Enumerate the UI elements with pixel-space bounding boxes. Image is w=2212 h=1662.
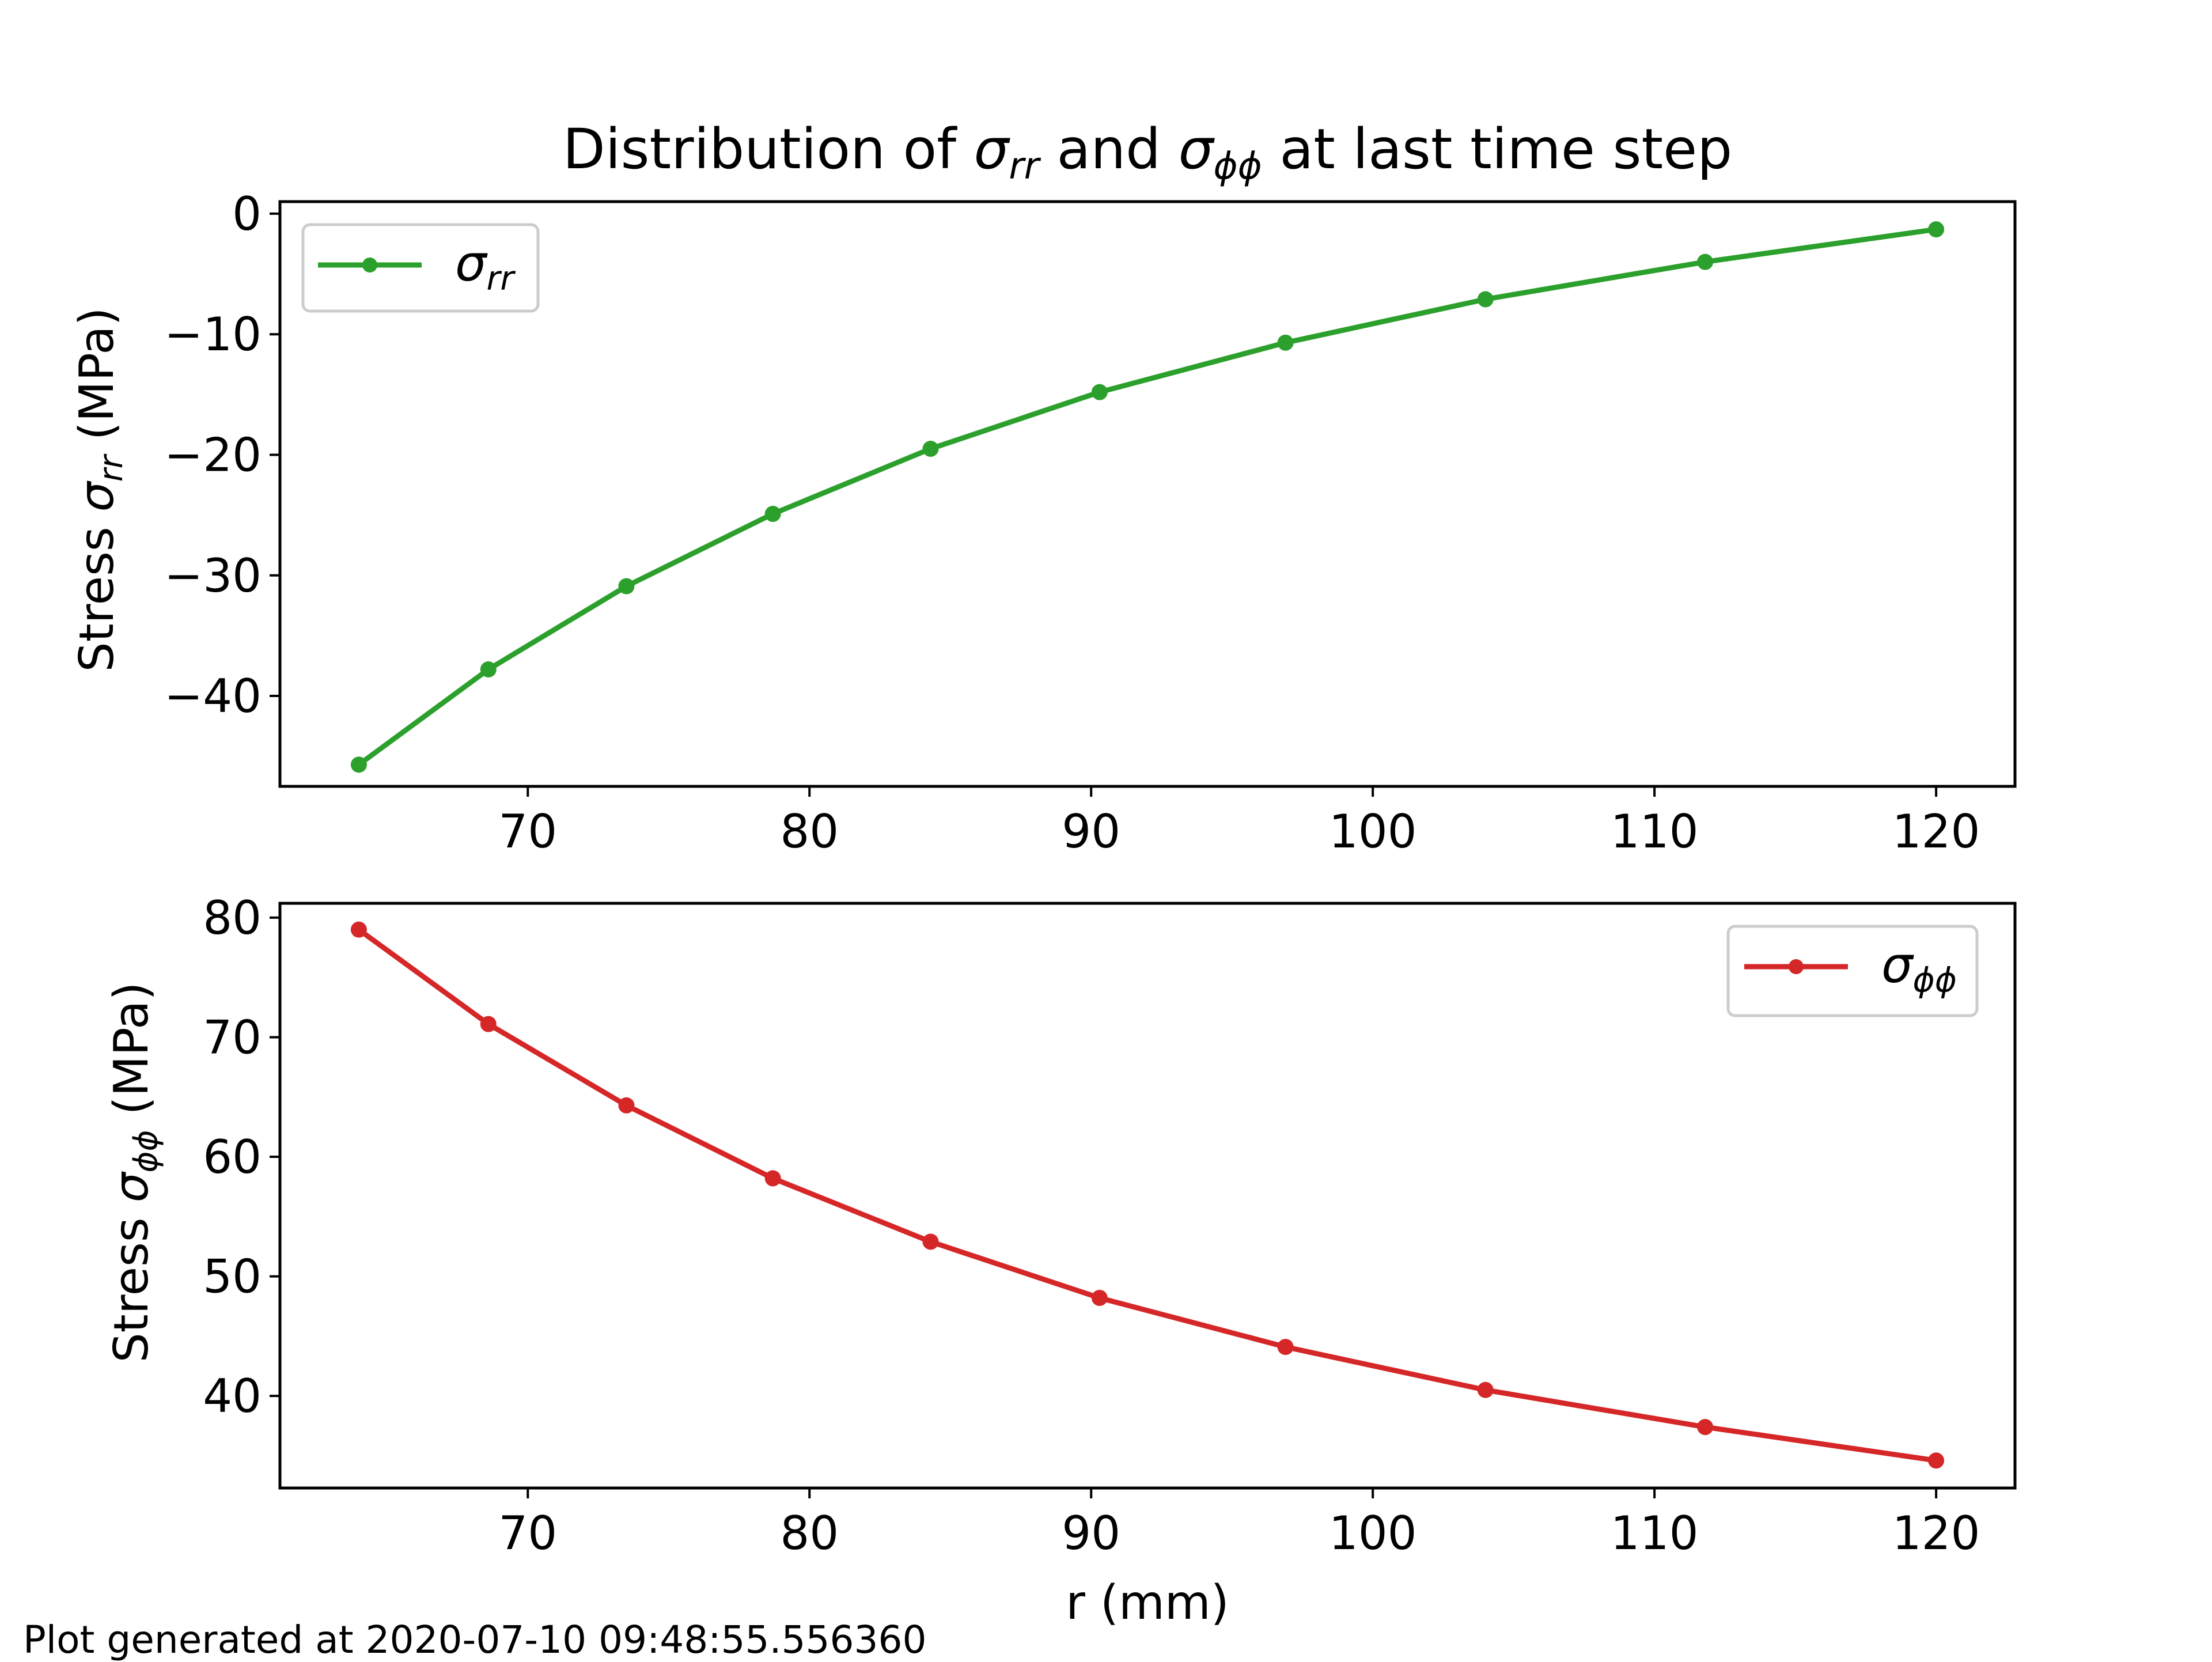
bottom-data-point — [350, 921, 367, 938]
top-y-tick-label: 0 — [232, 187, 262, 241]
bottom-subplot: 70 80 90 100 110 120 80 70 60 50 40 Stress σϕϕ (MP… — [104, 891, 2017, 1630]
bottom-data-point — [618, 1097, 635, 1114]
top-data-point — [1697, 253, 1714, 270]
bottom-axes-ticks: 70 80 90 100 110 120 80 70 60 50 40 — [203, 891, 1980, 1560]
top-axes-ticks: 70 80 90 100 110 120 0 −10 −20 −30 −40 — [164, 187, 1980, 858]
bottom-x-tick-label: 100 — [1329, 1506, 1417, 1560]
top-legend-marker-swatch — [362, 258, 377, 272]
top-x-tick-label: 70 — [498, 805, 557, 858]
top-series-layer — [350, 221, 1945, 773]
top-data-point — [480, 661, 497, 677]
bottom-y-tick-label: 80 — [203, 891, 262, 945]
top-data-point — [764, 506, 781, 523]
top-x-tick-label: 80 — [780, 805, 839, 858]
top-axes-frame — [278, 200, 2017, 788]
bottom-x-tick-label: 80 — [780, 1506, 839, 1560]
top-data-point — [1477, 291, 1494, 308]
bottom-y-tick-label: 60 — [203, 1130, 262, 1184]
top-x-tick-label: 120 — [1892, 805, 1980, 858]
top-x-tick-label: 100 — [1329, 805, 1417, 858]
top-y-tick-label: −10 — [164, 308, 262, 361]
top-data-point — [1091, 384, 1108, 400]
bottom-x-tick-label: 70 — [498, 1506, 557, 1560]
bottom-data-point — [480, 1016, 497, 1032]
bottom-series-line — [357, 927, 1937, 1463]
top-data-point — [922, 441, 939, 457]
top-series-line — [357, 226, 1937, 767]
bottom-legend-label: σϕϕ — [1881, 937, 1957, 1000]
bottom-data-point — [1477, 1381, 1494, 1398]
chart-title: Distribution of σrr and σϕϕ at last time… — [563, 117, 1732, 188]
bottom-legend: σϕϕ — [1726, 925, 1979, 1017]
bottom-y-tick-label: 40 — [203, 1369, 262, 1423]
bottom-x-tick-label: 110 — [1611, 1506, 1699, 1560]
top-x-tick-label: 90 — [1062, 805, 1120, 858]
generation-timestamp: Plot generated at 2020-07-10 09:48:55.55… — [23, 1618, 927, 1662]
bottom-y-tick-label: 70 — [203, 1010, 262, 1064]
bottom-x-tick-label: 120 — [1892, 1506, 1980, 1560]
top-y-tick-label: −40 — [164, 669, 262, 723]
top-y-tick-label: −30 — [164, 549, 262, 603]
bottom-data-point — [1277, 1339, 1294, 1356]
bottom-legend-marker-swatch — [1789, 959, 1804, 974]
top-data-point — [618, 578, 635, 595]
bottom-x-tick-label: 90 — [1062, 1506, 1120, 1560]
top-x-tick-label: 110 — [1611, 805, 1699, 858]
top-legend-box — [301, 223, 540, 313]
top-data-point — [1277, 334, 1294, 351]
bottom-axes-frame — [278, 902, 2017, 1490]
bottom-data-point — [764, 1170, 781, 1187]
bottom-y-tick-label: 50 — [203, 1250, 262, 1304]
bottom-data-point — [1928, 1452, 1945, 1469]
top-y-tick-label: −20 — [164, 428, 262, 482]
bottom-series-layer — [350, 921, 1945, 1469]
bottom-data-point — [1697, 1419, 1714, 1436]
top-data-point — [1928, 221, 1945, 238]
top-legend-label: σrr — [455, 235, 516, 298]
bottom-y-axis-label: Stress σϕϕ (MPa) — [104, 982, 165, 1363]
top-subplot: 70 80 90 100 110 120 0 −10 −20 −30 −40 Stress σrr … — [70, 187, 2017, 858]
bottom-data-point — [1091, 1289, 1108, 1306]
bottom-data-point — [922, 1233, 939, 1250]
bottom-legend-box — [1726, 925, 1979, 1017]
top-y-axis-label: Stress σrr (MPa) — [70, 308, 130, 672]
top-legend: σrr — [301, 223, 540, 313]
bottom-x-axis-label: r (mm) — [1066, 1576, 1229, 1630]
top-data-point — [350, 756, 367, 773]
